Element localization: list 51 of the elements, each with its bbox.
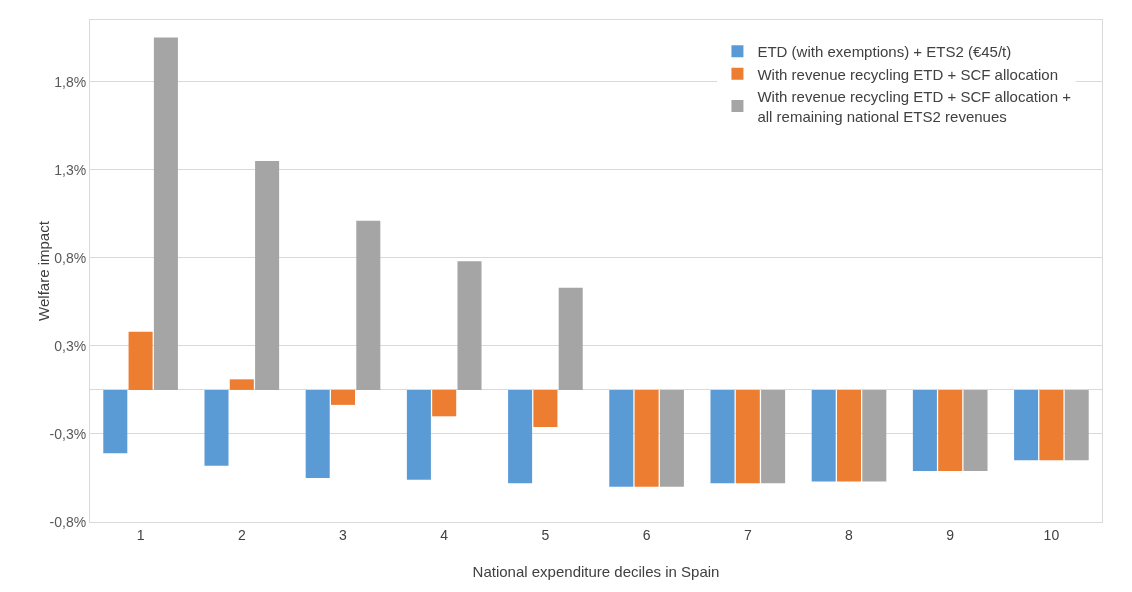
bar [457, 261, 482, 390]
y-tick-label: 0,8% [54, 249, 87, 266]
bar [634, 389, 659, 487]
y-axis-title: Welfare impact [35, 220, 53, 321]
bar [811, 389, 836, 482]
x-tick-label: 6 [642, 526, 651, 543]
bar [1039, 389, 1064, 461]
bar [204, 389, 229, 466]
bar [1014, 389, 1039, 461]
bar [735, 389, 760, 484]
legend-label: With revenue recycling ETD + SCF allocation [757, 65, 1058, 83]
bar [710, 389, 735, 484]
legend-label: ETD (with exemptions) + ETS2 (€45/t) [757, 43, 1012, 61]
bar [255, 160, 280, 390]
x-tick-label: 4 [440, 526, 449, 543]
x-tick-label: 10 [1043, 526, 1060, 543]
bar [836, 389, 862, 482]
x-tick-label: 1 [136, 526, 145, 543]
bar [963, 389, 988, 471]
bar [229, 379, 254, 390]
bar [103, 389, 128, 454]
bar [862, 389, 887, 482]
bar [659, 389, 684, 487]
bar [330, 389, 356, 405]
bar [356, 220, 381, 390]
legend-label: With revenue recycling ETD + SCF allocation + all remaining national ETS2 revenues [757, 88, 1072, 125]
bar [938, 389, 963, 471]
x-tick-label: 7 [743, 526, 752, 543]
x-tick-label: 3 [339, 526, 348, 543]
bar [558, 287, 583, 390]
bar [153, 37, 178, 390]
x-tick-label: 9 [946, 526, 955, 543]
bar [533, 389, 558, 427]
bar [406, 389, 431, 480]
bar [1064, 389, 1089, 461]
y-tick-label: -0,8% [49, 513, 87, 530]
y-tick-label: 1,3% [54, 161, 87, 178]
bar [432, 389, 457, 417]
bar [305, 389, 330, 478]
x-tick-label: 5 [541, 526, 550, 543]
x-tick-label: 8 [845, 526, 854, 543]
x-tick-label: 2 [237, 526, 246, 543]
bar [761, 389, 786, 484]
bar [609, 389, 634, 487]
x-axis-title: National expenditure deciles in Spain [472, 563, 720, 580]
bar [128, 331, 153, 390]
y-tick-label: -0,3% [49, 425, 87, 442]
bar [912, 389, 937, 471]
bar [508, 389, 533, 484]
y-tick-label: 1,8% [54, 73, 87, 90]
y-tick-label: 0,3% [54, 337, 87, 354]
